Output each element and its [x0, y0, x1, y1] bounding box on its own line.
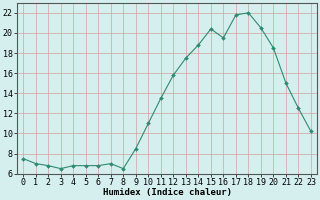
X-axis label: Humidex (Indice chaleur): Humidex (Indice chaleur)	[103, 188, 232, 197]
